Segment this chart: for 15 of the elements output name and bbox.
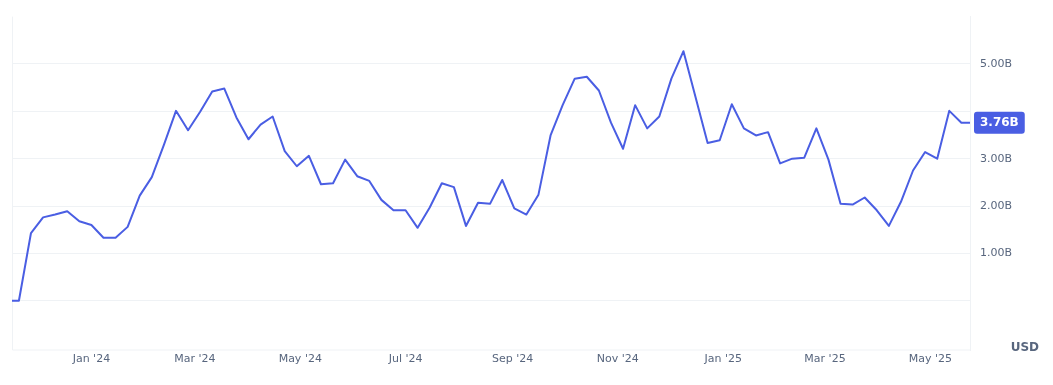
x-tick-label: Mar '25	[804, 352, 846, 366]
x-tick-label: Nov '24	[596, 352, 639, 366]
x-tick-label: Jul '24	[387, 352, 423, 366]
x-tick-label: May '24	[278, 352, 322, 366]
x-tick-label: Mar '24	[174, 352, 216, 366]
y-tick-label: 5.00B	[980, 56, 1013, 70]
y-tick-label: 3.00B	[980, 151, 1013, 165]
text: USD	[1010, 340, 1040, 355]
x-tick-label: Jan '24	[71, 352, 111, 366]
annotation: 3.76B	[980, 114, 1019, 129]
y-tick-label: 1.00B	[980, 246, 1013, 260]
x-tick-label: Jan '25	[703, 352, 742, 366]
x-tick-label: May '25	[908, 352, 952, 366]
x-tick-label: Sep '24	[491, 352, 534, 366]
y-tick-label: 2.00B	[980, 198, 1013, 212]
